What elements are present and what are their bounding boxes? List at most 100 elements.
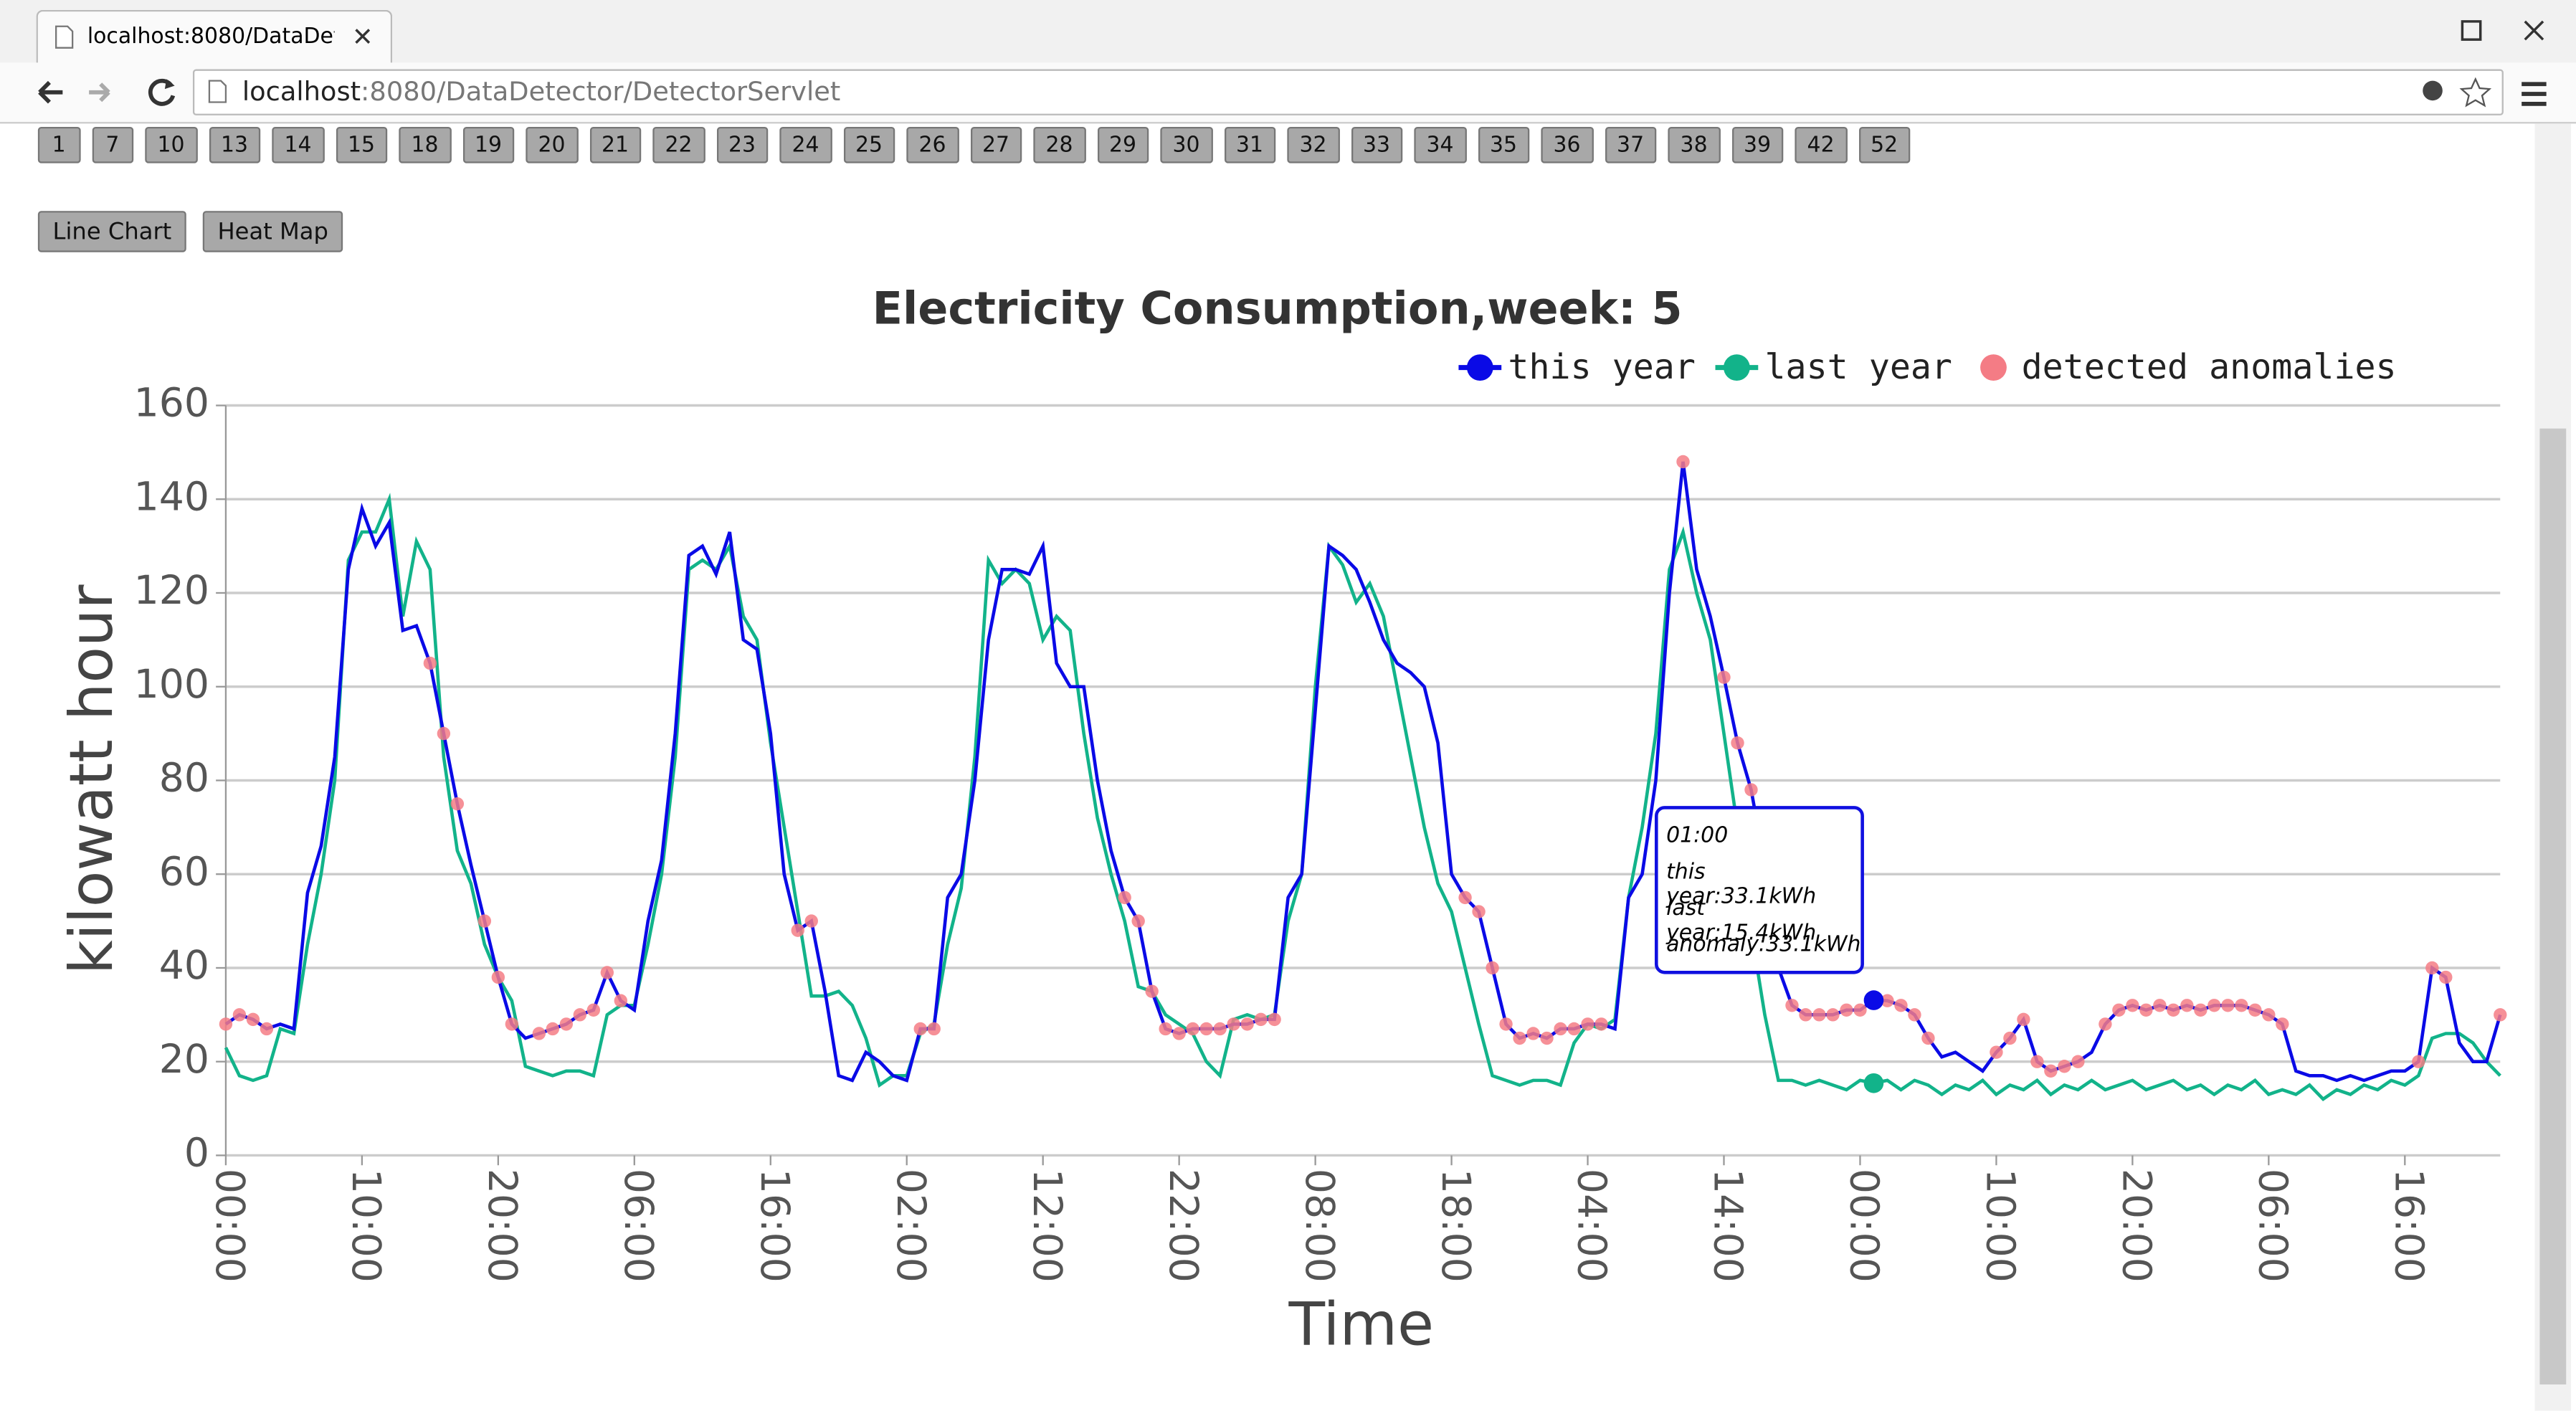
x-tick-label: 12:00	[1024, 1169, 1070, 1283]
tooltip: 01:00 this year:33.1kWh last year:15.4kWh a…	[1654, 806, 1864, 974]
anomaly-point	[1990, 1045, 2003, 1059]
anomaly-point	[1799, 1008, 1812, 1022]
anomaly-point	[1199, 1022, 1213, 1036]
week-button[interactable]: 33	[1350, 127, 1403, 163]
week-button[interactable]: 52	[1858, 127, 1911, 163]
week-button[interactable]: 23	[716, 127, 769, 163]
anomaly-point	[804, 914, 818, 928]
scroll-thumb[interactable]	[2539, 428, 2567, 1384]
anomaly-point	[1881, 994, 1894, 1007]
anomaly-point	[1486, 961, 1499, 975]
y-tick-label: 160	[134, 381, 209, 427]
week-button[interactable]: 32	[1287, 127, 1339, 163]
anomaly-point	[2194, 1003, 2207, 1017]
anomaly-point	[927, 1022, 941, 1036]
week-button[interactable]: 35	[1477, 127, 1530, 163]
view-button[interactable]: Line Chart	[37, 211, 187, 252]
anomaly-point	[1268, 1012, 1281, 1027]
anomaly-point	[2262, 1008, 2276, 1022]
legend-label: last year	[1764, 347, 1952, 387]
x-tick-label: 20:00	[479, 1169, 525, 1283]
series-line	[224, 461, 2502, 1083]
anomaly-point	[1826, 1008, 1840, 1022]
anomaly-point	[1213, 1022, 1227, 1036]
tab[interactable]: localhost:8080/DataDetect	[36, 9, 393, 65]
menu-icon[interactable]	[2519, 79, 2552, 108]
week-button[interactable]: 38	[1668, 127, 1720, 163]
week-button[interactable]: 39	[1731, 127, 1784, 163]
tooltip-time: 01:00	[1666, 824, 1729, 849]
hover-marker	[1863, 990, 1884, 1010]
y-tick-label: 120	[134, 568, 209, 614]
window-controls[interactable]	[2456, 13, 2571, 49]
view-button[interactable]: Heat Map	[202, 211, 343, 252]
anomaly-point	[219, 1017, 233, 1031]
url-icons[interactable]	[2416, 76, 2495, 109]
anomaly-point	[1186, 1022, 1199, 1036]
week-button[interactable]: 28	[1033, 127, 1085, 163]
week-button[interactable]: 1	[37, 127, 80, 163]
anomaly-point	[2112, 1003, 2126, 1017]
anomaly-point	[2207, 999, 2221, 1012]
week-button[interactable]: 42	[1795, 127, 1847, 163]
anomaly-point	[1567, 1022, 1581, 1036]
week-button[interactable]: 21	[589, 127, 642, 163]
week-button[interactable]: 13	[208, 127, 261, 163]
tab-close[interactable]	[354, 28, 371, 44]
anomaly-point	[450, 797, 465, 811]
x-tick-label: 00:00	[206, 1169, 252, 1283]
anomaly-point	[1594, 1017, 1608, 1031]
address-bar[interactable]: localhost:8080/DataDetector/DetectorServ…	[192, 69, 2504, 115]
anomaly-point	[491, 970, 505, 984]
week-button[interactable]: 24	[779, 127, 832, 163]
anomaly-point	[573, 1008, 587, 1022]
anomaly-point	[2494, 1008, 2507, 1022]
anomaly-point	[2139, 1003, 2153, 1017]
week-button[interactable]: 29	[1096, 127, 1149, 163]
anomaly-point	[546, 1022, 560, 1036]
week-button[interactable]: 36	[1541, 127, 1593, 163]
week-button[interactable]: 7	[91, 127, 134, 163]
y-tick-label: 140	[134, 474, 209, 520]
anomaly-point	[477, 914, 492, 928]
tooltip-line: anomaly:33.1kWh	[1666, 933, 1861, 958]
week-button[interactable]: 18	[399, 127, 451, 163]
week-button[interactable]: 14	[272, 127, 324, 163]
anomaly-point	[260, 1022, 274, 1036]
week-button[interactable]: 15	[335, 127, 388, 163]
x-tick-label: 06:00	[2250, 1169, 2296, 1283]
week-button[interactable]: 34	[1414, 127, 1466, 163]
anomaly-point	[423, 656, 437, 670]
week-button[interactable]: 25	[842, 127, 895, 163]
x-tick-label: 02:00	[888, 1169, 933, 1283]
anomaly-point	[2412, 1055, 2425, 1068]
anomaly-point	[1145, 984, 1159, 998]
week-button[interactable]: 22	[652, 127, 705, 163]
url-host: localhost	[242, 75, 361, 108]
week-button[interactable]: 19	[462, 127, 515, 163]
week-button[interactable]: 27	[969, 127, 1022, 163]
legend-marker	[1466, 354, 1493, 381]
legend-label: this year	[1508, 347, 1696, 387]
anomaly-point	[2235, 999, 2248, 1012]
anomaly-point	[1894, 999, 1908, 1012]
week-button[interactable]: 10	[145, 127, 197, 163]
x-tick-label: 06:00	[615, 1169, 661, 1283]
anomaly-point	[1240, 1017, 1254, 1031]
week-button[interactable]: 26	[906, 127, 959, 163]
week-button[interactable]: 30	[1160, 127, 1212, 163]
week-button[interactable]: 20	[526, 127, 578, 163]
anomaly-point	[2017, 1012, 2030, 1027]
anomaly-point	[1676, 455, 1690, 469]
week-button[interactable]: 31	[1223, 127, 1276, 163]
week-button[interactable]: 37	[1604, 127, 1657, 163]
anomaly-point	[1581, 1017, 1594, 1031]
anomaly-point	[2003, 1031, 2017, 1045]
anomaly-point	[1472, 905, 1486, 918]
anomaly-point	[791, 923, 804, 937]
nav-buttons[interactable]	[29, 72, 186, 112]
anomaly-point	[1254, 1012, 1268, 1027]
y-tick-label: 60	[159, 849, 209, 895]
tab-bar: localhost:8080/DataDetect	[0, 0, 2576, 65]
